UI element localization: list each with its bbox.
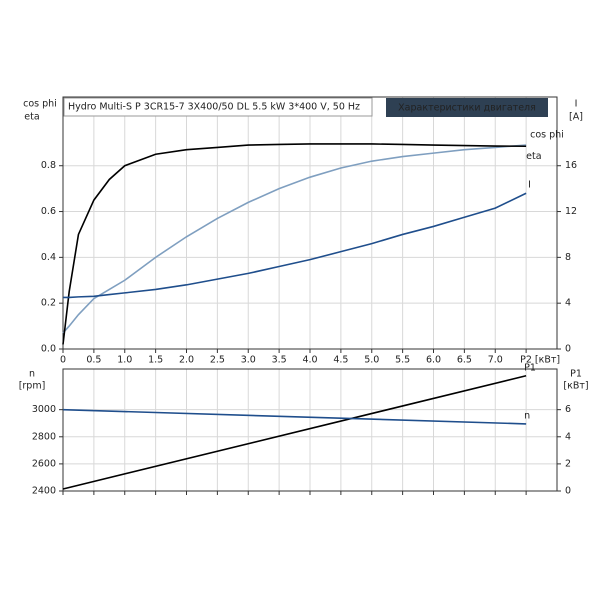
y-tick-label: 2800: [32, 431, 56, 442]
y-tick-label: 2400: [32, 486, 56, 497]
plot-frame: [62, 368, 558, 492]
y-tick-label: 0.2: [41, 298, 56, 309]
series-label: I: [528, 180, 531, 191]
series-line: [62, 408, 527, 425]
plot-frame: [62, 96, 558, 350]
y2-axis-label: I: [575, 99, 578, 110]
x-tick-label: 5.0: [364, 355, 379, 366]
y2-axis-label: [кВт]: [563, 381, 588, 392]
y-tick-label: 3000: [32, 404, 56, 415]
x-tick-label: 7.0: [488, 355, 503, 366]
x-tick-label: 6.0: [426, 355, 441, 366]
y-tick-label: 0.0: [41, 344, 56, 355]
y2-tick-label: 4: [565, 298, 571, 309]
series-label: n: [524, 410, 530, 421]
chart-title: Характеристики двигателя: [398, 103, 536, 114]
y2-tick-label: 2: [565, 458, 571, 469]
y2-tick-label: 0: [565, 486, 571, 497]
x-tick-label: 6.5: [457, 355, 472, 366]
y-axis-label: cos phi: [23, 99, 57, 110]
y-axis-label: eta: [24, 112, 39, 123]
series-label: cos phi: [530, 130, 564, 141]
x-tick-label: 1.0: [117, 355, 132, 366]
y2-tick-label: 8: [565, 252, 571, 263]
title-box: [386, 98, 548, 117]
y2-tick-label: 16: [565, 160, 577, 171]
y2-tick-label: 4: [565, 431, 571, 442]
series-label: P1: [524, 362, 536, 373]
x-tick-label: 0: [60, 355, 66, 366]
y2-tick-label: 12: [565, 206, 577, 217]
y2-tick-label: 0: [565, 344, 571, 355]
chart-subtitle: Hydro Multi-S P 3CR15-7 3X400/50 DL 5.5 …: [68, 102, 360, 113]
series-line: [62, 375, 527, 490]
y-tick-label: 2600: [32, 458, 56, 469]
y2-axis-label: [A]: [569, 112, 583, 123]
x-tick-label: 2.5: [210, 355, 225, 366]
x-tick-label: 3.0: [241, 355, 256, 366]
x-tick-label: 4.5: [333, 355, 348, 366]
x-tick-label: 2.0: [179, 355, 194, 366]
y-axis-label: [rpm]: [19, 381, 46, 392]
series-line: [62, 143, 527, 345]
y-axis-label: n: [29, 369, 35, 380]
x-tick-label: P2 [кВт]: [520, 355, 560, 366]
y2-tick-label: 6: [565, 404, 571, 415]
series-line: [63, 192, 527, 299]
y-tick-label: 0.4: [41, 252, 56, 263]
y-tick-label: 0.8: [41, 160, 56, 171]
x-tick-label: 3.5: [272, 355, 287, 366]
y-tick-label: 0.6: [41, 206, 56, 217]
x-tick-label: 4.0: [302, 355, 317, 366]
y2-axis-label: P1: [570, 369, 582, 380]
series-label: eta: [526, 151, 541, 162]
x-tick-label: 1.5: [148, 355, 163, 366]
header-box: [63, 97, 373, 117]
x-tick-label: 0.5: [86, 355, 101, 366]
x-tick-label: 5.5: [395, 355, 410, 366]
series-line: [62, 144, 527, 334]
